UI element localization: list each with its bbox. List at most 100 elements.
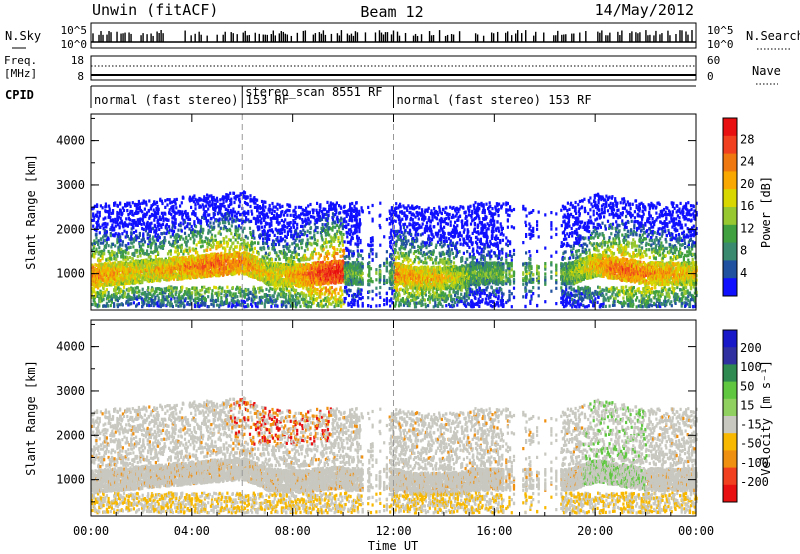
power-cell [122,250,124,253]
power-cell [114,254,116,257]
power-cell [129,256,131,259]
power-cell [123,295,125,298]
power-cell [117,205,119,208]
power-cell [108,238,110,241]
power-cell [99,231,101,234]
power-cell [122,240,124,243]
beam-title: Beam 12 [360,3,423,21]
power-cell [95,248,97,251]
power-cell [113,305,115,308]
power-cell [98,239,100,242]
power-cell [121,232,123,235]
power-cell [100,242,102,245]
power-cell [127,252,129,255]
power-cell [93,219,95,222]
nave-tick-top: 60 [707,54,720,67]
cpid-segment-label: stereo_scan 8551 RF [245,85,382,99]
power-cell [97,220,99,223]
power-cell [131,232,133,235]
freq-label-line2: [MHz] [4,67,37,80]
nsearch-tick-top: 10^5 [707,24,734,37]
power-cell [102,206,104,209]
nsky-label: N.Sky [5,29,41,43]
power-cell [132,245,134,248]
freq-label-line1: Freq. [4,54,37,67]
power-cell [119,225,121,228]
power-cell [128,222,130,225]
power-cell [110,258,112,261]
power-cell [120,290,122,293]
power-cell [102,257,104,260]
power-cell [104,239,106,242]
power-cell [97,243,99,246]
power-cell [99,226,101,229]
power-cell [126,202,128,205]
nave-label: Nave [752,64,781,78]
power-cell [121,244,123,247]
power-cell [126,209,128,212]
power-cell [105,225,107,228]
power-cell [104,216,106,219]
power-cell [114,201,116,204]
power-cell [103,252,105,255]
power-cell [96,203,98,206]
power-cell [105,246,107,249]
power-cell [125,217,127,220]
power-cell [130,205,132,208]
power-cell [122,303,124,306]
power-cell [128,289,130,292]
cpid-segments: normal (fast stereo) 153 RF stereo_scan 8… [91,85,592,108]
nsky-tick-top: 10^5 [61,24,88,37]
power-cell [104,222,106,225]
power-cell [106,223,108,226]
power-cell [131,210,133,213]
nsky-tick-bottom: 10^0 [61,38,88,51]
power-cell [103,298,105,301]
power-cell [116,255,118,258]
power-cell [123,230,125,233]
power-cell [111,301,113,304]
power-cell [119,243,121,246]
power-cell [99,259,101,262]
freq-tick-bottom: 8 [77,70,84,83]
power-cell [95,233,97,236]
power-cell [108,213,110,216]
power-cell [130,246,132,249]
power-cell [107,304,109,307]
freq-tick-top: 18 [71,54,84,67]
power-cell [119,202,121,205]
power-cell [130,302,132,305]
power-cell [112,243,114,246]
cpid-label: CPID [5,88,34,102]
power-cell [95,236,97,239]
power-cell [132,226,134,229]
power-cell [113,228,115,231]
power-cell [92,303,94,306]
power-cell [110,234,112,237]
power-cell [111,224,113,227]
power-cell [98,246,100,249]
nsky-trace [91,30,696,42]
power-cell [108,244,110,247]
power-cell [109,216,111,219]
power-cell [112,209,114,212]
power-cell [108,291,110,294]
date-title: 14/May/2012 [595,1,694,19]
power-cell [127,258,129,261]
power-cell [133,301,135,304]
freq-panel-frame [91,56,696,80]
power-cell [119,236,121,239]
power-cell [106,230,108,233]
cpid-segment-label: normal (fast stereo) 153 RF [397,93,592,107]
power-cell [97,211,99,214]
power-cell [123,209,125,212]
power-cell [124,292,126,295]
power-cell [126,231,128,234]
power-cell [115,258,117,261]
power-cell [116,296,118,299]
power-cell [106,288,108,291]
power-panel: 1000200030004000 Slant Range [km] 282420… [24,114,773,310]
power-cell [127,242,129,245]
station-title: Unwin (fitACF) [92,1,218,19]
power-cell [121,212,123,215]
